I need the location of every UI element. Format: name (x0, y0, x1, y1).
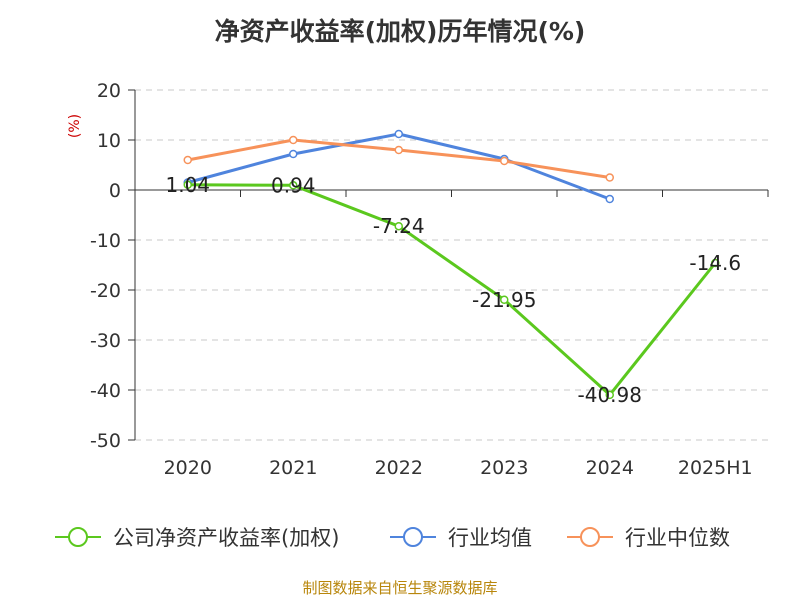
x-tick-label: 2020 (164, 457, 212, 479)
legend-marker (580, 527, 600, 547)
y-tick-label: -10 (90, 230, 121, 252)
data-point (394, 145, 403, 155)
x-tick-label: 2024 (586, 457, 634, 479)
series-line (187, 183, 717, 397)
data-point (605, 390, 614, 400)
y-tick-label: -40 (90, 380, 121, 402)
y-tick-label: -30 (90, 330, 121, 352)
data-point (500, 295, 509, 304)
data-label: -7.24 (373, 214, 425, 238)
data-labels: 1.04 0.94 -7.24 -21.95 -40.98 -14.6 (165, 173, 741, 407)
data-point (289, 135, 298, 145)
series-lines (183, 129, 720, 400)
legend-marker (68, 527, 88, 547)
y-axis-unit: (%) (67, 114, 83, 138)
data-point (289, 149, 298, 159)
chart-title: 净资产收益率(加权)历年情况(%) (214, 17, 586, 46)
data-point (500, 156, 509, 166)
y-tick-label: -50 (90, 430, 121, 452)
data-label: -40.98 (578, 383, 642, 407)
legend-label: 行业均值 (448, 526, 532, 550)
data-point (183, 155, 192, 165)
series-line (187, 138, 610, 179)
data-point (394, 221, 403, 231)
data-label: 1.04 (165, 173, 210, 197)
legend: 公司净资产收益率(加权) 行业均值 行业中位数 (55, 526, 730, 550)
data-point (394, 129, 403, 139)
x-tick-label: 2025H1 (678, 457, 753, 479)
x-tick-label: 2021 (269, 457, 317, 479)
axes: 20 10 0 -10 -20 -30 -40 -50 2020 2021 2022 2023 2024… (90, 80, 769, 479)
data-label: 0.94 (271, 173, 316, 197)
data-point (183, 180, 192, 190)
y-tick-label: -20 (90, 280, 121, 302)
legend-marker (403, 527, 423, 547)
data-label: -21.95 (472, 288, 536, 312)
data-point (605, 194, 614, 204)
source-note: 制图数据来自恒生聚源数据库 (302, 579, 498, 597)
y-tick-label: 0 (109, 180, 121, 202)
gridlines (135, 89, 768, 441)
y-tick-label: 20 (97, 80, 121, 102)
data-point (289, 181, 298, 190)
y-tick-label: 10 (97, 130, 121, 152)
x-tick-label: 2022 (375, 457, 423, 479)
x-tick-label: 2023 (480, 457, 528, 479)
legend-label: 公司净资产收益率(加权) (113, 526, 339, 550)
legend-label: 行业中位数 (625, 526, 730, 550)
data-point (605, 173, 614, 182)
data-label: -14.6 (689, 251, 741, 275)
data-point (711, 258, 720, 268)
